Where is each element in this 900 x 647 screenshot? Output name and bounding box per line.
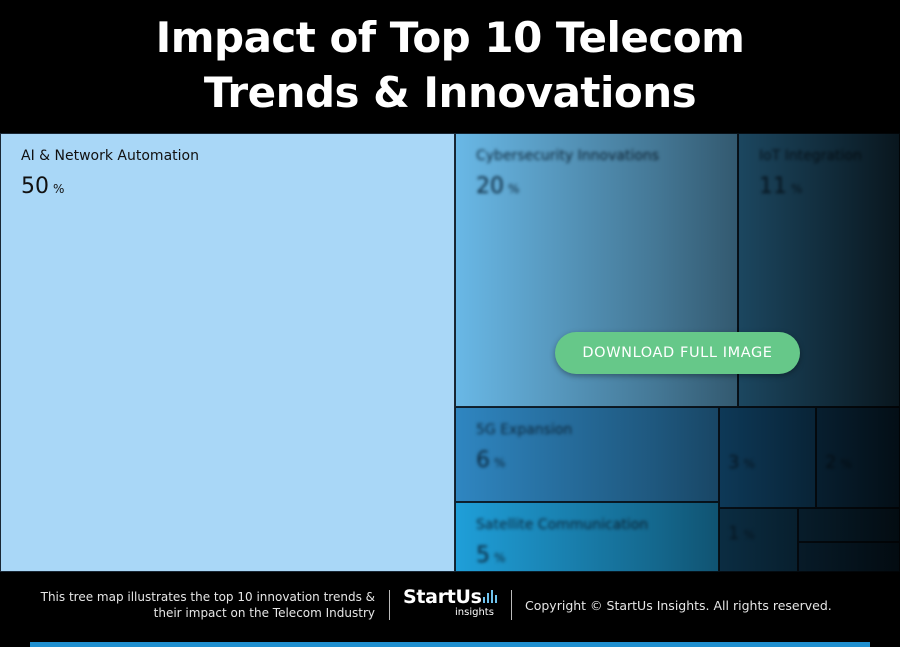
- footer-divider-left: [389, 590, 390, 620]
- download-full-image-button[interactable]: DOWNLOAD FULL IMAGE: [555, 332, 800, 374]
- treemap-cell-value: 20%: [476, 174, 520, 199]
- footer-divider-right: [511, 590, 512, 620]
- treemap-cell-value: 5%: [476, 543, 506, 568]
- footer: This tree map illustrates the top 10 inn…: [0, 572, 900, 647]
- title-line-1: Impact of Top 10 Telecom: [155, 13, 745, 62]
- treemap-cell-value: 1%: [728, 523, 755, 544]
- footer-description-line-1: This tree map illustrates the top 10 inn…: [40, 590, 375, 604]
- treemap-cell: 1%: [719, 508, 798, 572]
- treemap-cell-value: 50%: [21, 174, 65, 199]
- bar-chart-icon: [483, 590, 497, 603]
- treemap-cell: 3%: [719, 407, 816, 508]
- treemap-cell: 2%: [816, 407, 900, 508]
- treemap-cell: [798, 508, 900, 542]
- treemap-cell-label: IoT Integration: [759, 148, 862, 164]
- title-line-2: Trends & Innovations: [203, 68, 697, 117]
- treemap-cell-value: 11%: [759, 174, 803, 199]
- treemap-cell: [798, 542, 900, 572]
- startus-logo-text[interactable]: StartUs: [403, 586, 482, 608]
- treemap-cell: AI & Network Automation 50%: [0, 133, 455, 572]
- treemap-cell-label: 5G Expansion: [476, 422, 573, 438]
- treemap-cell-value: 3%: [728, 452, 755, 473]
- treemap-cell-label: Satellite Communication: [476, 517, 649, 533]
- footer-description: This tree map illustrates the top 10 inn…: [0, 589, 375, 621]
- startus-logo-subtext: insights: [455, 607, 494, 618]
- bottom-accent-bar: [30, 642, 870, 647]
- treemap-cell: Satellite Communication 5%: [455, 502, 719, 572]
- treemap-cell-value: 6%: [476, 448, 506, 473]
- copyright-text: Copyright © StartUs Insights. All rights…: [525, 598, 832, 613]
- header: Impact of Top 10 Telecom Trends & Innova…: [0, 0, 900, 133]
- footer-description-line-2: their impact on the Telecom Industry: [153, 606, 375, 620]
- treemap-cell: 5G Expansion 6%: [455, 407, 719, 502]
- treemap-cell-label: Cybersecurity Innovations: [476, 148, 660, 164]
- treemap-cell-value: 2%: [825, 452, 852, 473]
- treemap-cell-label: AI & Network Automation: [21, 148, 199, 164]
